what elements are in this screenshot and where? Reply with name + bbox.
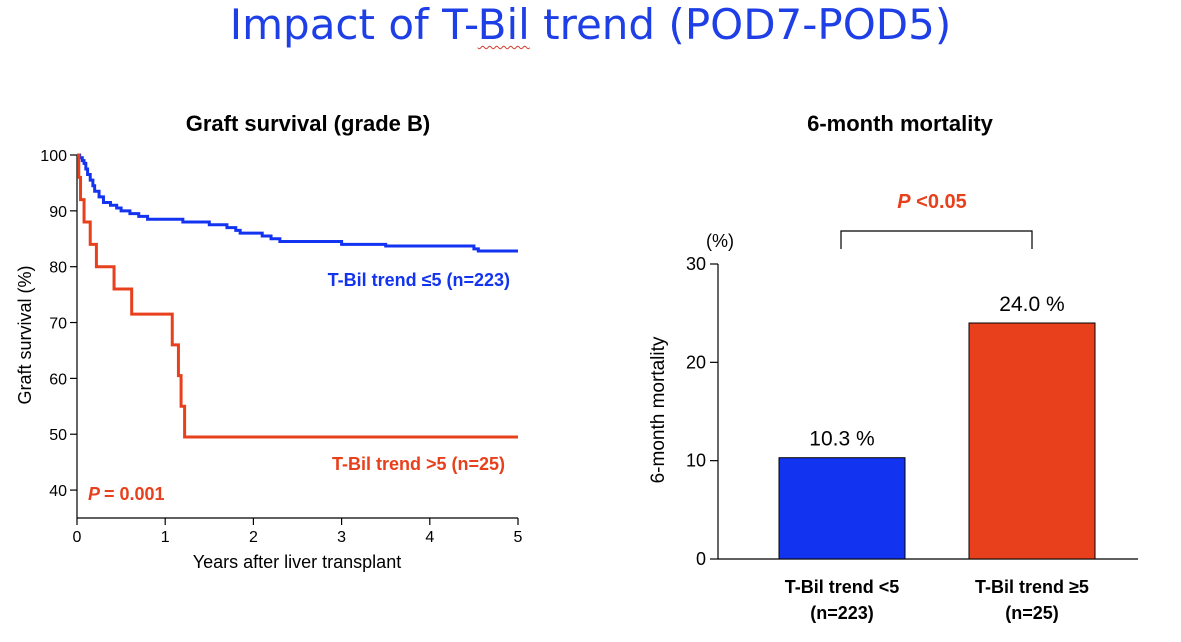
km-y-tick-label: 90 [49, 204, 67, 221]
km-y-axis-label: Graft survival (%) [15, 265, 35, 404]
bar-y-tick-label: 0 [696, 549, 706, 569]
bar-low-trend [778, 457, 906, 560]
bar-value-label: 10.3 % [809, 428, 874, 451]
km-y-tick-label: 60 [49, 371, 67, 388]
survival-curve-high-trend [77, 153, 518, 439]
km-y-tick-label: 70 [49, 316, 67, 333]
legend-label-low-trend: T-Bil trend ≤5 (n=223) [328, 270, 510, 290]
bar-series: 10.3 % 24.0 % [778, 293, 1096, 560]
survival-curve-low-trend [77, 153, 518, 253]
km-x-axis-label: Years after liver transplant [193, 552, 401, 572]
km-y-tick-label: 100 [40, 148, 67, 165]
bar-axes: 0 10 20 30 [686, 254, 1138, 569]
slide-title: Impact of T-Bil trend (POD7-POD5) [0, 0, 1181, 50]
km-x-tick-label: 4 [425, 529, 434, 546]
slide-title-part: Impact of T- [229, 0, 478, 49]
bar-y-tick-label: 10 [686, 451, 706, 471]
km-p-value-number: = 0.001 [104, 484, 165, 504]
category-label-line1: T-Bil trend <5 [785, 577, 900, 597]
km-x-tick-label: 1 [161, 529, 170, 546]
bar-p-value-number: <0.05 [911, 191, 967, 213]
km-y-tick-label: 50 [49, 427, 67, 444]
km-x-tick-label: 5 [514, 529, 523, 546]
km-chart-title: Graft survival (grade B) [186, 111, 431, 136]
km-p-value-prefix: P [88, 484, 101, 504]
km-survival-curves [77, 153, 518, 439]
km-axes: 40 50 60 70 80 90 100 0 1 2 3 4 5 [40, 148, 522, 546]
category-label-line2: (n=25) [1005, 603, 1059, 623]
significance-bracket [840, 230, 1033, 249]
bar-value-label: 24.0 % [999, 293, 1064, 316]
km-x-tick-label: 2 [249, 529, 258, 546]
bar-significance-label: P <0.05 [897, 191, 967, 213]
slide-title-part: trend (POD7-POD5) [529, 0, 952, 49]
graft-survival-chart: Graft survival (grade B) Graft survival … [15, 111, 523, 572]
bar-chart-title: 6-month mortality [807, 111, 994, 136]
category-label-line2: (n=223) [810, 603, 874, 623]
category-label-line1: T-Bil trend ≥5 [975, 577, 1089, 597]
km-x-tick-label: 0 [73, 529, 82, 546]
km-y-tick-label: 80 [49, 260, 67, 277]
bar-categories: T-Bil trend <5 (n=223) T-Bil trend ≥5 (n… [785, 577, 1089, 623]
km-y-tick-label: 40 [49, 483, 67, 500]
bar-high-trend [968, 322, 1096, 560]
legend-label-high-trend: T-Bil trend >5 (n=25) [332, 454, 505, 474]
km-x-tick-label: 3 [337, 529, 346, 546]
bar-y-tick-label: 30 [686, 254, 706, 274]
km-p-value: P = 0.001 [88, 484, 165, 504]
slide-title-underlined: Bil [477, 0, 530, 49]
bar-y-tick-label: 20 [686, 352, 706, 372]
bar-y-axis-label: 6-month mortality [648, 336, 669, 483]
bar-y-axis-unit: (%) [706, 231, 734, 251]
bar-p-value-prefix: P [897, 191, 911, 213]
